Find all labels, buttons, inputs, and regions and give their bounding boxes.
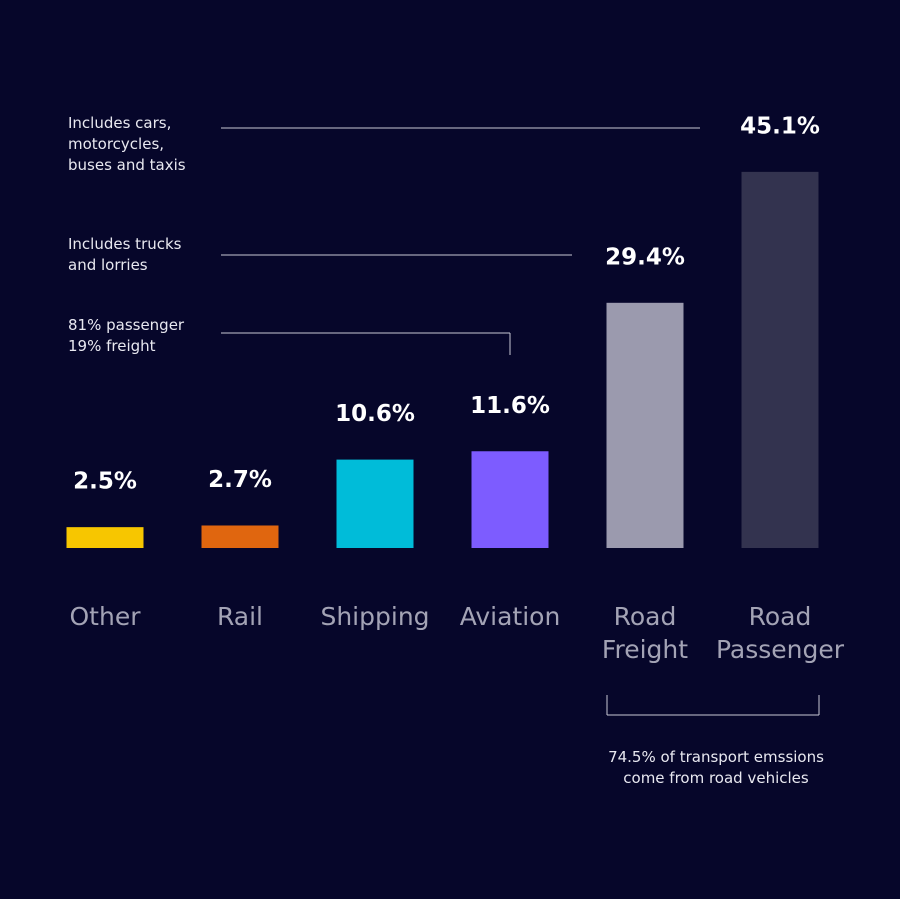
category-label: Rail <box>216 602 264 631</box>
bar <box>201 525 279 548</box>
bar <box>606 302 684 548</box>
annotation: 74.5% of transport emssions come from ro… <box>608 748 824 787</box>
value-label: 11.6% <box>470 393 550 419</box>
category-label: Road Freight <box>601 602 689 664</box>
category-label: Shipping <box>320 602 430 631</box>
value-label: 2.5% <box>73 469 137 495</box>
annotation: Includes trucks and lorries <box>68 235 182 274</box>
annotation: Includes cars, motorcycles, buses and ta… <box>68 114 186 174</box>
bar <box>336 459 414 548</box>
value-label: 45.1% <box>740 113 820 139</box>
value-label: 10.6% <box>335 401 415 427</box>
category-label: Other <box>69 602 141 631</box>
category-label: Road Passenger <box>715 602 845 664</box>
value-label: 29.4% <box>605 244 685 270</box>
category-label: Aviation <box>459 602 561 631</box>
bar <box>471 451 549 548</box>
annotation: 81% passenger 19% freight <box>68 316 185 355</box>
bar <box>741 171 819 548</box>
bar <box>66 527 144 548</box>
value-label: 2.7% <box>208 467 272 493</box>
